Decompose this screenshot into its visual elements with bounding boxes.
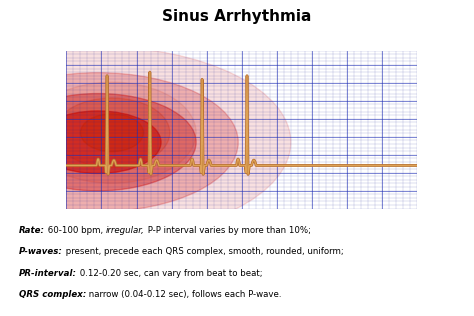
Text: present, precede each QRS complex, smooth, rounded, uniform;: present, precede each QRS complex, smoot… — [63, 247, 344, 256]
Text: P-waves:: P-waves: — [19, 247, 63, 256]
Ellipse shape — [54, 98, 170, 167]
Text: PR-interval:: PR-interval: — [19, 269, 77, 278]
Text: 60-100 bpm,: 60-100 bpm, — [45, 226, 106, 235]
Text: Rate:: Rate: — [19, 226, 45, 235]
Ellipse shape — [81, 114, 144, 152]
Ellipse shape — [0, 73, 238, 212]
Text: narrow (0.04-0.12 sec), follows each P-wave.: narrow (0.04-0.12 sec), follows each P-w… — [86, 290, 282, 299]
Ellipse shape — [28, 82, 196, 183]
Text: QRS complex:: QRS complex: — [19, 290, 86, 299]
Ellipse shape — [0, 94, 196, 191]
Text: irregular,: irregular, — [106, 226, 145, 235]
Text: 0.12-0.20 sec, can vary from beat to beat;: 0.12-0.20 sec, can vary from beat to bea… — [77, 269, 263, 278]
Ellipse shape — [0, 46, 291, 238]
Text: P-P interval varies by more than 10%;: P-P interval varies by more than 10%; — [145, 226, 310, 235]
Text: Sinus Arrhythmia: Sinus Arrhythmia — [162, 9, 312, 24]
Ellipse shape — [35, 111, 161, 173]
